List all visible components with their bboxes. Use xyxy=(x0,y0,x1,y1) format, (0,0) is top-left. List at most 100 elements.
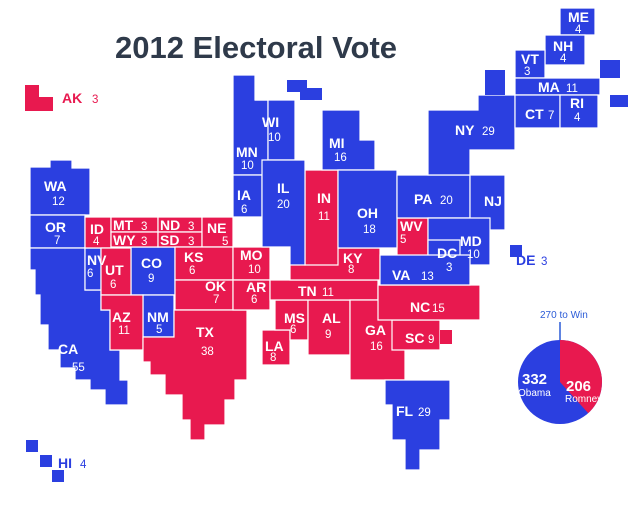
label-ny-abbr: NY xyxy=(455,122,475,138)
label-ne-ev: 5 xyxy=(222,236,228,248)
label-mi-abbr: MI xyxy=(329,135,345,151)
state-ri xyxy=(559,94,599,129)
label-or-ev: 7 xyxy=(54,235,60,247)
state-il xyxy=(261,159,306,266)
label-wv-ev: 5 xyxy=(400,234,406,246)
state-me xyxy=(559,7,596,36)
state-ma xyxy=(514,77,601,96)
label-ok-ev: 7 xyxy=(213,294,219,306)
label-tx-ev: 38 xyxy=(201,346,214,358)
label-ks-ev: 6 xyxy=(189,265,195,277)
label-ak-abbr: AK xyxy=(62,90,82,106)
label-ca-abbr: CA xyxy=(58,341,78,357)
label-az-abbr: AZ xyxy=(112,309,131,325)
state-ny xyxy=(427,94,516,176)
label-la-abbr: LA xyxy=(265,338,284,354)
label-nc-ev: 15 xyxy=(432,303,445,315)
label-ar-abbr: AR xyxy=(246,279,266,295)
state-oh xyxy=(337,169,398,249)
label-al-ev: 9 xyxy=(325,329,331,341)
pie-obama-name: Obama xyxy=(518,388,551,399)
map-coast-blocks-red xyxy=(25,85,452,344)
label-ms-ev: 6 xyxy=(290,324,296,336)
label-fl-ev: 29 xyxy=(418,407,431,419)
label-sd-ev: 3 xyxy=(188,236,194,248)
label-wi-abbr: WI xyxy=(262,114,279,130)
label-oh-ev: 18 xyxy=(363,224,376,236)
label-mi-ev: 16 xyxy=(334,152,347,164)
label-co-ev: 9 xyxy=(148,273,154,285)
label-ia-abbr: IA xyxy=(237,187,251,203)
pie-romney-slice xyxy=(560,340,602,414)
label-de-ev: 3 xyxy=(541,256,547,268)
label-pa-ev: 20 xyxy=(440,195,453,207)
label-ma-ev: 11 xyxy=(566,83,578,95)
label-md-abbr: MD xyxy=(460,233,482,249)
label-ma-abbr: MA xyxy=(538,79,560,95)
label-wy-ev: 3 xyxy=(141,236,147,248)
state-nj xyxy=(469,174,506,231)
label-ia-ev: 6 xyxy=(241,204,247,216)
label-nh-ev: 4 xyxy=(560,53,567,65)
label-de-abbr: DE xyxy=(516,252,535,268)
label-mn-ev: 10 xyxy=(241,160,254,172)
label-ut-ev: 6 xyxy=(110,279,116,291)
label-ny-ev: 29 xyxy=(482,126,495,138)
label-mo-ev: 10 xyxy=(248,264,261,276)
label-mt-ev: 3 xyxy=(141,221,147,233)
label-nm-ev: 5 xyxy=(156,324,162,336)
state-pa xyxy=(396,174,471,219)
pie-romney-name: Romney xyxy=(565,394,602,405)
label-mo-abbr: MO xyxy=(240,247,263,263)
label-in-abbr: IN xyxy=(317,190,331,206)
label-ri-abbr: RI xyxy=(570,95,584,111)
state-tx xyxy=(142,309,248,441)
label-tx-abbr: TX xyxy=(196,324,215,340)
map-title: 2012 Electoral Vote xyxy=(115,30,397,65)
label-me-ev: 4 xyxy=(575,24,582,36)
label-fl-abbr: FL xyxy=(396,403,414,419)
label-vt-abbr: VT xyxy=(521,51,539,67)
map-coast-blocks xyxy=(26,60,628,482)
label-dc-abbr: DC xyxy=(437,245,457,261)
label-co-abbr: CO xyxy=(141,255,162,271)
pie-romney-ev: 206 xyxy=(566,378,591,395)
label-tn-ev: 11 xyxy=(322,287,334,299)
label-sc-abbr: SC xyxy=(405,330,424,346)
label-nh-abbr: NH xyxy=(553,38,573,54)
label-nj-abbr: NJ xyxy=(484,193,502,209)
label-id-abbr: ID xyxy=(90,221,104,237)
label-or-abbr: OR xyxy=(45,219,66,235)
pie-legend: 270 to Win 332 Obama 206 Romney xyxy=(518,310,602,424)
label-wy-abbr: WY xyxy=(113,232,136,248)
label-wa-ev: 12 xyxy=(52,196,65,208)
label-me-abbr: ME xyxy=(568,9,589,25)
label-md-ev: 10 xyxy=(467,249,480,261)
state-ar xyxy=(232,279,271,311)
label-ca-ev: 55 xyxy=(72,362,85,374)
label-nj-ev: 14 xyxy=(507,197,520,209)
label-ky-abbr: KY xyxy=(343,250,363,266)
state-al xyxy=(307,299,351,356)
label-nd-ev: 3 xyxy=(188,221,194,233)
label-vt-ev: 3 xyxy=(524,66,530,78)
label-hi-abbr: HI xyxy=(58,455,72,471)
label-ak-ev: 3 xyxy=(92,94,98,106)
state-az xyxy=(100,294,144,351)
label-dc-ev: 3 xyxy=(446,262,452,274)
label-oh-abbr: OH xyxy=(357,205,378,221)
label-ok-abbr: OK xyxy=(205,278,226,294)
label-tn-abbr: TN xyxy=(298,283,317,299)
label-nm-abbr: NM xyxy=(147,309,169,325)
label-in-ev: 11 xyxy=(318,211,330,223)
label-ri-ev: 4 xyxy=(574,112,581,124)
label-nv-abbr: NV xyxy=(87,252,107,268)
label-ms-abbr: MS xyxy=(284,310,305,326)
label-ky-ev: 8 xyxy=(348,264,354,276)
label-mn-abbr: MN xyxy=(236,144,258,160)
label-pa-abbr: PA xyxy=(414,191,432,207)
label-il-abbr: IL xyxy=(277,180,290,196)
label-wi-ev: 10 xyxy=(268,132,281,144)
